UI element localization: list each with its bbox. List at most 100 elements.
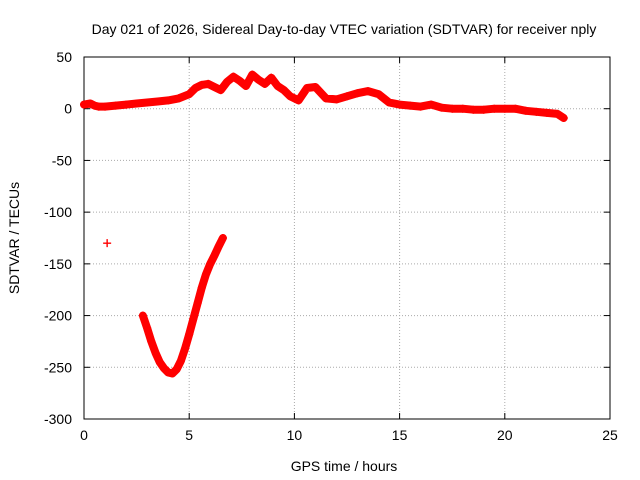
data-point-marker [448,104,457,113]
data-point-marker [210,251,219,260]
data-point-marker [147,337,156,346]
data-point-marker [427,100,436,109]
y-tick-label: 50 [56,49,72,65]
data-point-marker [235,76,244,85]
data-point-marker [469,105,478,114]
data-point-marker [218,234,227,242]
data-point-marker [332,95,341,104]
series-near-zero-cluster [80,70,568,123]
data-point-marker [159,364,168,373]
data-point-marker [103,239,112,248]
data-point-marker [553,109,562,118]
data-point-marker [374,90,383,99]
data-point-marker [511,104,520,113]
data-point-marker [111,101,120,110]
series-dip-arc [138,234,227,378]
data-point-marker [311,82,320,91]
data-point-marker [197,283,206,292]
data-point-marker [138,311,147,320]
data-point-marker [458,104,467,113]
data-point-marker [210,82,219,91]
data-point-marker [321,94,330,103]
axis-ticks: 0 5 10 15 20 25 -300 -250 -200 -150 -100 -50 0 50 [44,49,618,443]
data-point-marker [353,89,362,98]
data-point-marker [559,114,568,123]
data-marks [80,70,568,378]
data-point-marker [260,79,269,88]
data-point-marker [385,98,394,107]
data-point-marker [267,73,276,82]
data-point-marker [193,299,202,308]
series-trace [80,70,568,122]
data-point-marker [254,75,263,84]
data-point-marker [303,84,312,93]
x-axis-label: GPS time / hours [291,458,398,474]
data-point-marker [343,92,351,101]
data-point-marker [206,259,215,268]
data-point-marker [168,369,177,378]
data-point-marker [90,101,99,110]
x-tick-label: 0 [80,427,88,443]
y-tick-label: -200 [44,308,72,324]
series-isolated-point [103,239,112,248]
data-point-marker [143,98,152,107]
data-point-marker [185,330,194,339]
y-tick-label: -50 [52,152,72,168]
data-point-marker [479,105,488,114]
data-point-marker [273,81,282,90]
data-point-marker [229,72,238,81]
data-point-marker [80,100,88,109]
data-point-marker [122,100,131,109]
data-point-marker [180,344,189,353]
plot-frame [83,56,611,420]
data-point-marker [364,87,373,96]
y-tick-label: -300 [44,411,72,427]
data-point-marker [521,106,530,115]
data-point-marker [437,103,446,112]
x-tick-label: 25 [602,427,618,443]
data-point-marker [416,102,425,111]
y-tick-label: 0 [64,101,72,117]
data-point-marker [143,323,152,332]
x-tick-label: 10 [287,427,303,443]
y-axis-label: SDTVAR / TECUs [6,182,22,294]
data-point-marker [242,81,251,90]
data-point-marker [185,90,194,99]
data-point-marker [202,270,211,279]
data-point-marker [191,84,200,93]
y-tick-label: -150 [44,256,72,272]
data-point-marker [204,79,213,88]
data-point-marker [248,70,257,79]
data-point-marker [189,314,198,323]
data-point-marker [542,108,551,117]
data-point-marker [490,104,499,113]
y-tick-label: -100 [44,204,72,220]
data-point-marker [406,101,415,110]
y-tick-label: -250 [44,359,72,375]
data-point-marker [500,104,509,113]
data-point-marker [532,107,541,116]
data-point-marker [164,368,173,377]
data-point-marker [216,86,225,95]
data-point-marker [214,242,223,251]
x-tick-label: 15 [392,427,408,443]
x-tick-label: 20 [497,427,513,443]
data-point-marker [174,94,183,103]
data-point-marker [153,97,162,106]
data-point-marker [197,80,206,89]
data-point-marker [164,96,173,105]
data-point-marker [132,99,141,108]
data-point-marker [86,99,95,108]
data-point-marker [151,348,160,357]
chart-title: Day 021 of 2026, Sidereal Day-to-day VTE… [92,21,597,37]
data-point-marker [395,100,404,109]
data-point-marker [286,92,295,101]
data-point-marker [155,358,164,367]
data-point-marker [172,365,181,374]
data-point-marker [294,96,303,105]
x-tick-label: 5 [185,427,193,443]
data-point-marker [101,102,110,111]
data-point-marker [223,77,232,86]
data-point-marker [176,357,185,366]
